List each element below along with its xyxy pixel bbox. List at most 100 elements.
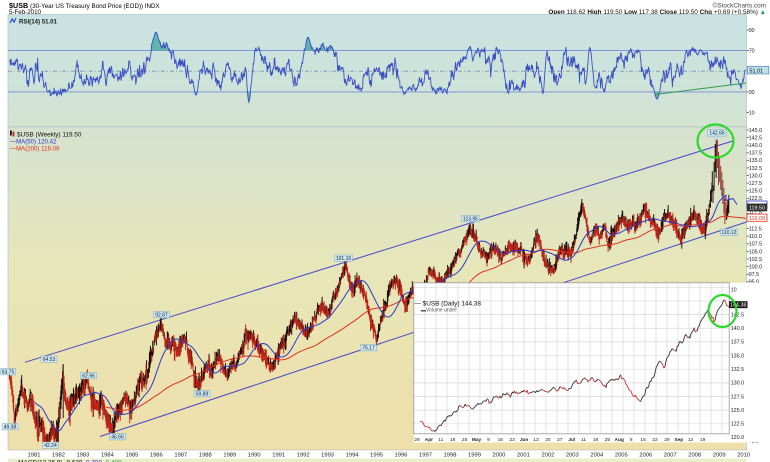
svg-text:11: 11 [438, 437, 443, 443]
svg-text:63.75: 63.75 [2, 370, 15, 376]
svg-text:—MA(50) 120.42: —MA(50) 120.42 [10, 139, 57, 146]
svg-text:Aug: Aug [615, 437, 624, 443]
svg-text:— MACD(12,26,9) -0.620, 0.780,: — MACD(12,26,9) -0.620, 0.780, 0.400 [10, 460, 122, 462]
svg-text:▬Volume undef: ▬Volume undef [421, 308, 457, 314]
svg-text:110.12: 110.12 [722, 230, 737, 236]
svg-text:22: 22 [652, 437, 658, 443]
svg-text:Jun: Jun [520, 437, 529, 443]
svg-text:137.5: 137.5 [749, 151, 763, 157]
svg-text:25: 25 [462, 437, 468, 443]
svg-text:90: 90 [749, 28, 755, 34]
svg-text:132.5: 132.5 [749, 166, 763, 172]
svg-text:137.5: 137.5 [731, 340, 745, 346]
svg-text:Open 118.62 High 119.50 Low 11: Open 118.62 High 119.50 Low 117.38 Close… [548, 9, 766, 16]
svg-text:2002: 2002 [541, 453, 554, 459]
svg-text:122.5: 122.5 [749, 196, 763, 202]
svg-text:May: May [472, 437, 482, 443]
svg-text:2003: 2003 [566, 453, 579, 459]
svg-text:$USB (30-Year US Treasury Bond: $USB (30-Year US Treasury Bond Price (EO… [9, 1, 160, 10]
svg-text:1987: 1987 [174, 453, 187, 459]
svg-text:105.0: 105.0 [749, 249, 763, 255]
svg-text:1981: 1981 [28, 453, 41, 459]
svg-text:64.53: 64.53 [43, 357, 56, 363]
svg-text:15: 15 [640, 437, 646, 443]
svg-text:101.16: 101.16 [336, 256, 352, 262]
svg-text:12: 12 [688, 437, 694, 443]
svg-text:97.5: 97.5 [749, 272, 760, 278]
svg-text:1993: 1993 [321, 453, 334, 459]
svg-text:1997: 1997 [419, 453, 432, 459]
svg-text:Jul: Jul [568, 437, 575, 443]
svg-text:1992: 1992 [297, 453, 310, 459]
svg-text:10: 10 [731, 288, 737, 294]
svg-text:25: 25 [605, 437, 611, 443]
svg-text:1983: 1983 [76, 453, 89, 459]
svg-text:132.5: 132.5 [731, 367, 745, 373]
svg-text:9: 9 [487, 437, 490, 443]
svg-text:2000: 2000 [492, 453, 505, 459]
svg-text:112.5: 112.5 [749, 227, 762, 233]
svg-text:20: 20 [545, 437, 551, 443]
svg-text:102.5: 102.5 [749, 257, 763, 263]
svg-text:30: 30 [749, 90, 755, 96]
svg-text:2008: 2008 [688, 453, 701, 459]
svg-text:70: 70 [749, 49, 755, 55]
svg-text:125.0: 125.0 [749, 189, 763, 195]
svg-text:46.66: 46.66 [111, 435, 124, 441]
svg-text:113.95: 113.95 [463, 217, 478, 223]
svg-text:5-Feb-2010: 5-Feb-2010 [9, 9, 42, 16]
svg-text:Apr: Apr [425, 437, 433, 443]
svg-text:2006: 2006 [639, 453, 652, 459]
svg-text:16: 16 [498, 437, 504, 443]
svg-text:135.0: 135.0 [731, 353, 745, 359]
svg-text:1989: 1989 [223, 453, 236, 459]
svg-text:122.5: 122.5 [731, 422, 745, 428]
svg-text:1999: 1999 [468, 453, 481, 459]
svg-text:1982: 1982 [52, 453, 65, 459]
svg-text:142.66: 142.66 [709, 131, 725, 137]
svg-text:2005: 2005 [615, 453, 628, 459]
svg-text:1995: 1995 [370, 453, 383, 459]
svg-text:18: 18 [593, 437, 599, 443]
svg-text:135.0: 135.0 [749, 158, 763, 164]
svg-text:Sep: Sep [674, 437, 683, 443]
svg-text:49.38: 49.38 [4, 425, 17, 431]
svg-text:2004: 2004 [590, 453, 604, 459]
svg-text:— $USB (Daily) 144.38: — $USB (Daily) 144.38 [415, 301, 482, 308]
svg-text:8: 8 [630, 437, 633, 443]
svg-text:1990: 1990 [248, 453, 261, 459]
svg-text:142.5: 142.5 [731, 312, 745, 318]
svg-text:127.5: 127.5 [731, 394, 745, 400]
svg-text:75.17: 75.17 [362, 346, 375, 352]
svg-text:92.87: 92.87 [155, 313, 168, 319]
svg-text:51.01: 51.01 [750, 68, 764, 74]
svg-text:27: 27 [557, 437, 563, 443]
svg-text:1998: 1998 [444, 453, 457, 459]
svg-text:1985: 1985 [125, 453, 138, 459]
svg-text:13: 13 [533, 437, 539, 443]
svg-text:10: 10 [749, 110, 755, 116]
svg-text:2010: 2010 [737, 453, 750, 459]
svg-text:130.0: 130.0 [749, 173, 763, 179]
svg-text:117.5: 117.5 [749, 210, 762, 216]
svg-text:140.0: 140.0 [731, 326, 745, 332]
svg-text:—MA(200) 116.09: —MA(200) 116.09 [10, 146, 60, 153]
svg-text:1988: 1988 [199, 453, 212, 459]
svg-text:RSI(14) 51.01: RSI(14) 51.01 [19, 19, 58, 26]
svg-text:2001: 2001 [517, 453, 530, 459]
svg-text:125.0: 125.0 [731, 408, 745, 414]
svg-text:1986: 1986 [150, 453, 163, 459]
svg-text:19: 19 [700, 437, 706, 443]
svg-text:18: 18 [450, 437, 456, 443]
svg-text:42.24: 42.24 [44, 443, 57, 449]
svg-text:1991: 1991 [272, 453, 285, 459]
svg-text:127.5: 127.5 [749, 181, 763, 187]
svg-text:100.0: 100.0 [749, 265, 763, 271]
svg-text:130.0: 130.0 [731, 381, 745, 387]
svg-text:1996: 1996 [395, 453, 408, 459]
svg-text:1984: 1984 [101, 453, 115, 459]
svg-text:107.5: 107.5 [749, 242, 763, 248]
svg-text:29: 29 [664, 437, 670, 443]
svg-text:95.0: 95.0 [749, 280, 760, 286]
svg-text:59.89: 59.89 [196, 392, 209, 398]
